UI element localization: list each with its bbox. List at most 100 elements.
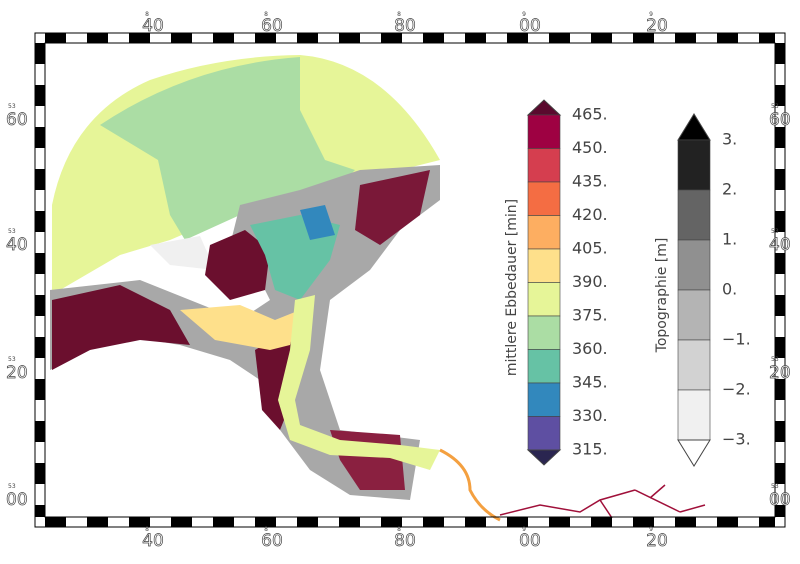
- frame-segment: [549, 33, 570, 43]
- lat-label-right: 20: [769, 363, 791, 383]
- frame-segment: [591, 517, 612, 527]
- water-zone: [180, 305, 300, 350]
- colorbar-label: 2.: [722, 180, 737, 199]
- colorbar-label: 450.: [572, 138, 608, 157]
- colorbar-swatch: [677, 289, 711, 341]
- river: [499, 484, 706, 519]
- frame-segment: [213, 33, 234, 43]
- frame-segment: [549, 517, 570, 527]
- river: [439, 448, 501, 522]
- lon-label-bottom: 60: [261, 531, 283, 551]
- lon-degree-bottom: 8: [145, 526, 149, 533]
- lon-degree-bottom: 9: [649, 526, 653, 533]
- colorbar-label: −1.: [722, 330, 751, 349]
- lon-degree-bottom: 8: [397, 526, 401, 533]
- frame-segment: [675, 33, 696, 43]
- frame-segment: [775, 505, 785, 517]
- lon-degree-bottom: 9: [522, 526, 526, 533]
- zone-high: [355, 170, 430, 245]
- axis-labels: 4084086086088088080090092092096053605340…: [6, 11, 791, 551]
- frame-segment: [775, 127, 785, 148]
- frame-segment: [465, 517, 486, 527]
- colorbar-swatch: [527, 114, 561, 149]
- lat-degree-left: 53: [8, 356, 16, 363]
- colorbar-label: 0.: [722, 280, 737, 299]
- lon-degree-top: 8: [397, 11, 401, 18]
- lat-degree-left: 53: [8, 483, 16, 490]
- frame-segment: [775, 295, 785, 316]
- frame-segment: [507, 33, 528, 43]
- map-area: [50, 55, 706, 522]
- frame-segment: [633, 33, 654, 43]
- colorbar-swatch: [677, 339, 711, 391]
- river: [278, 295, 440, 470]
- colorbar-label: 360.: [572, 339, 608, 358]
- frame-segment: [35, 85, 45, 106]
- colorbar-swatch: [527, 416, 561, 451]
- colorbar-swatch: [527, 382, 561, 417]
- frame-segment: [87, 33, 108, 43]
- lon-degree-bottom: 8: [264, 526, 268, 533]
- lat-degree-right: 53: [771, 356, 779, 363]
- frame-segment: [717, 517, 738, 527]
- zone-high: [205, 230, 270, 300]
- frame-segment: [775, 379, 785, 400]
- colorbar-label: 1.: [722, 230, 737, 249]
- lat-degree-right: 53: [771, 103, 779, 110]
- colorbar-swatch: [527, 148, 561, 183]
- frame-segment: [423, 517, 444, 527]
- frame-segment: [35, 505, 45, 517]
- frame-segment: [45, 33, 66, 43]
- map-frame: [34, 32, 786, 528]
- lat-degree-right: 53: [771, 228, 779, 235]
- frame-segment: [775, 85, 785, 106]
- colorbar-swatch: [527, 248, 561, 283]
- frame-segment: [775, 211, 785, 232]
- lon-degree-top: 9: [522, 11, 526, 18]
- lat-degree-left: 53: [8, 228, 16, 235]
- frame-segment: [759, 517, 775, 527]
- frame-segment: [675, 517, 696, 527]
- frame-segment: [171, 33, 192, 43]
- frame-segment: [775, 253, 785, 274]
- frame-segment: [171, 517, 192, 527]
- frame-segment: [35, 337, 45, 358]
- frame-segment: [35, 211, 45, 232]
- lon-label-bottom: 20: [646, 531, 668, 551]
- colorbar-label: 435.: [572, 172, 608, 191]
- lon-label-top: 40: [142, 16, 164, 36]
- colorbar-label: −3.: [722, 430, 751, 449]
- frame-segment: [381, 33, 402, 43]
- frame-segment: [35, 169, 45, 190]
- lon-label-bottom: 80: [394, 531, 416, 551]
- frame-inner: [44, 42, 776, 518]
- lon-label-bottom: 00: [519, 531, 541, 551]
- frame-segment: [297, 33, 318, 43]
- lon-label-top: 80: [394, 16, 416, 36]
- frame-segment: [775, 463, 785, 484]
- lat-label-right: 40: [769, 235, 791, 255]
- frame-segment: [35, 295, 45, 316]
- colorbar-under: [677, 439, 711, 467]
- colorbar-label: −2.: [722, 380, 751, 399]
- frame-segment: [633, 517, 654, 527]
- colorbar-label: 3.: [722, 130, 737, 149]
- frame-segment: [717, 33, 738, 43]
- lon-label-bottom: 40: [142, 531, 164, 551]
- colorbar-swatch: [527, 181, 561, 216]
- colorbar-label: 315.: [572, 440, 608, 459]
- colorbars: 465. 450. 435. 420. 405. 390. 375. 360. 345. 330.…: [504, 99, 751, 467]
- frame-segment: [339, 33, 360, 43]
- island: [150, 236, 215, 270]
- frame-segment: [381, 517, 402, 527]
- frame-segment: [45, 517, 66, 527]
- lon-degree-top: 8: [264, 11, 268, 18]
- lon-degree-top: 8: [145, 11, 149, 18]
- frame-segment: [129, 517, 150, 527]
- colorbar-label: 390.: [572, 272, 608, 291]
- frame-segment: [87, 517, 108, 527]
- frame-segment: [129, 33, 150, 43]
- frame-segment: [35, 43, 45, 64]
- frame-segment: [255, 33, 276, 43]
